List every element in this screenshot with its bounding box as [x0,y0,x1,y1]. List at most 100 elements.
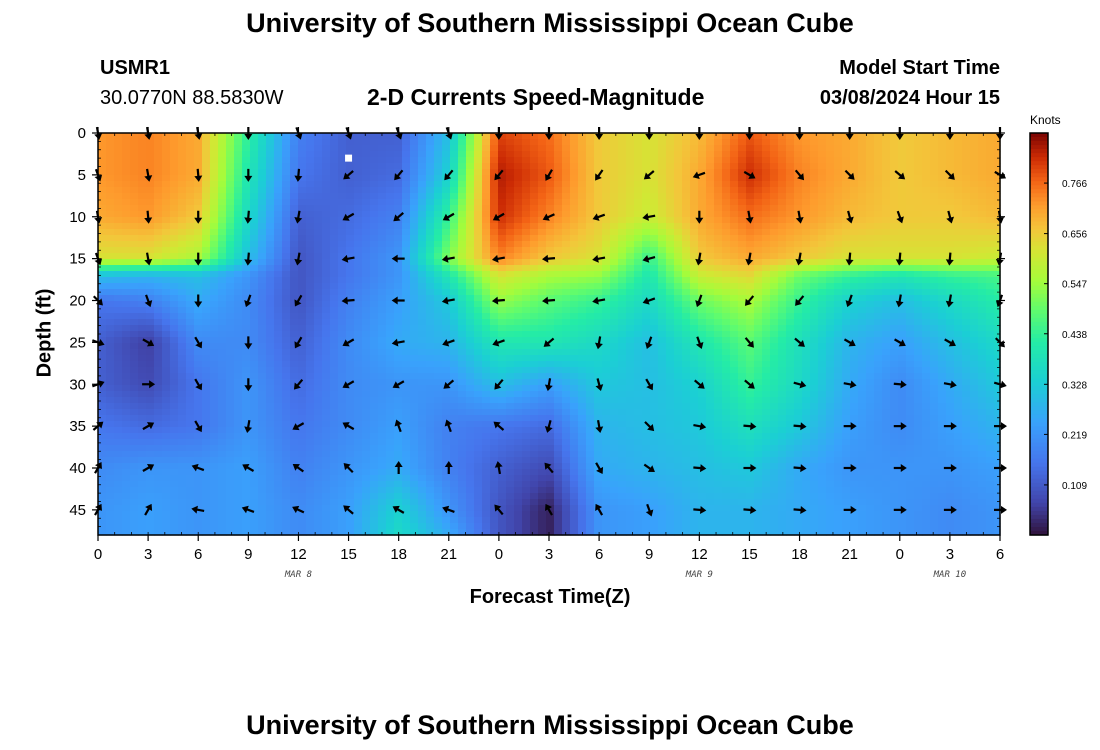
heatmap-cell [898,229,907,236]
heatmap-cell [482,343,491,350]
heatmap-cell [402,385,411,392]
heatmap-cell [250,277,259,284]
heatmap-cell [290,139,299,146]
heatmap-cell [890,289,899,296]
heatmap-cell [570,241,579,248]
heatmap-cell [690,253,699,260]
heatmap-cell [282,193,291,200]
heatmap-cell [354,355,363,362]
heatmap-cell [106,301,115,308]
heatmap-cell [306,187,315,194]
heatmap-cell [314,361,323,368]
heatmap-cell [898,277,907,284]
heatmap-cell [994,145,1001,152]
heatmap-cell [610,217,619,224]
heatmap-cell [690,169,699,176]
heatmap-cell [218,331,227,338]
heatmap-cell [282,367,291,374]
heatmap-cell [618,169,627,176]
heatmap-cell [786,361,795,368]
heatmap-cell [578,301,587,308]
heatmap-cell [410,295,419,302]
heatmap-cell [658,385,667,392]
heatmap-cell [282,313,291,320]
heatmap-cell [418,343,427,350]
heatmap-cell [218,373,227,380]
heatmap-cell [234,187,243,194]
heatmap-cell [754,169,763,176]
heatmap-cell [874,259,883,266]
heatmap-cell [226,271,235,278]
heatmap-cell [450,133,459,140]
heatmap-cell [322,265,331,272]
heatmap-cell [114,331,123,338]
heatmap-cell [306,337,315,344]
heatmap-cell [930,175,939,182]
heatmap-cell [410,163,419,170]
heatmap-cell [618,337,627,344]
heatmap-cell [442,391,451,398]
heatmap-cell [490,355,499,362]
heatmap-cell [386,319,395,326]
heatmap-cell [114,157,123,164]
heatmap-cell [722,313,731,320]
heatmap-cell [866,253,875,260]
heatmap-cell [314,343,323,350]
heatmap-cell [842,277,851,284]
heatmap-cell [466,373,475,380]
heatmap-cell [242,157,251,164]
heatmap-cell [770,151,779,158]
heatmap-cell [418,295,427,302]
heatmap-cell [858,337,867,344]
heatmap-cell [826,205,835,212]
heatmap-cell [866,391,875,398]
heatmap-cell [738,187,747,194]
heatmap-cell [658,199,667,206]
heatmap-cell [234,349,243,356]
heatmap-cell [938,307,947,314]
heatmap-cell [338,307,347,314]
heatmap-cell [370,205,379,212]
heatmap-cell [210,199,219,206]
heatmap-cell [570,379,579,386]
heatmap-cell [834,259,843,266]
heatmap-cell [178,145,187,152]
heatmap-cell [538,151,547,158]
heatmap-cell [98,145,107,152]
heatmap-cell [418,355,427,362]
heatmap-cell [218,199,227,206]
heatmap-cell [386,169,395,176]
heatmap-cell [874,205,883,212]
heatmap-cell [170,289,179,296]
heatmap-cell [474,319,483,326]
heatmap-cell [906,331,915,338]
heatmap-cell [570,217,579,224]
heatmap-cell [370,187,379,194]
heatmap-cell [530,391,539,398]
heatmap-cell [418,373,427,380]
heatmap-cell [162,145,171,152]
heatmap-cell [474,235,483,242]
heatmap-cell [658,355,667,362]
heatmap-cell [786,211,795,218]
heatmap-cell [298,217,307,224]
heatmap-cell [298,241,307,248]
heatmap-cell [954,367,963,374]
heatmap-cell [714,199,723,206]
heatmap-cell [866,379,875,386]
heatmap-cell [946,157,955,164]
heatmap-cell [530,265,539,272]
heatmap-cell [962,259,971,266]
heatmap-cell [98,229,107,236]
heatmap-cell [490,193,499,200]
heatmap-cell [914,235,923,242]
heatmap-cell [738,259,747,266]
heatmap-cell [938,367,947,374]
heatmap-cell [210,397,219,404]
heatmap-cell [778,157,787,164]
heatmap-cell [154,229,163,236]
heatmap-cell [634,361,643,368]
heatmap-cell [970,265,979,272]
heatmap-cell [882,133,891,140]
heatmap-cell [946,205,955,212]
